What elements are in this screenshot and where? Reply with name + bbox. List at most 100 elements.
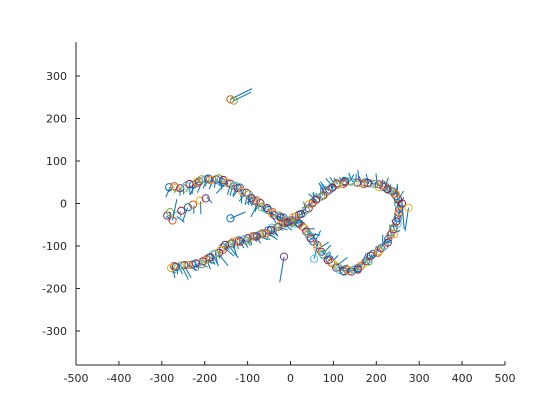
outlier-point [279,252,289,261]
data-point [218,178,227,187]
vector-line [277,226,288,231]
outlier-vector-line [313,241,319,259]
data-point [374,246,383,256]
data-point [247,194,256,203]
outlier-point [404,203,413,212]
x-tick-label: 400 [452,372,473,385]
data-point [393,219,402,228]
data-point [183,203,193,212]
outlier-vector-line [279,256,285,283]
data-point [318,249,327,259]
data-point [364,257,373,266]
data-point [214,248,224,257]
data-point [383,238,392,247]
vector-line [199,201,202,215]
vector-line [206,196,213,204]
data-point [197,260,206,269]
data-point [313,194,323,203]
outlier-point [226,95,235,104]
outlier-point [226,214,235,223]
data-point [177,206,186,215]
outlier-vector-line [233,91,252,102]
vector-line [215,181,227,194]
data-point [195,196,204,205]
vector-line [194,180,201,185]
y-tick-label: 100 [46,155,67,168]
vector-line [367,254,373,262]
y-tick-label: 0 [60,198,67,211]
data-point [192,177,202,186]
vector-line [165,215,172,220]
data-point [281,219,290,228]
x-tick-label: -100 [235,372,260,385]
vector-line [210,256,216,265]
data-point [304,200,314,209]
vector-line [183,265,192,278]
data-point [185,179,194,189]
x-tick-label: 300 [409,372,430,385]
outlier-point [229,96,238,105]
outlier-vector-line [401,203,405,230]
vector-line [389,224,392,236]
x-tick-label: -400 [106,372,131,385]
x-tick-label: -200 [192,372,217,385]
data-point [165,207,175,217]
data-point [257,203,266,212]
data-point [366,251,375,260]
x-tick-label: -300 [149,372,174,385]
data-point [319,251,328,260]
data-point [231,181,240,190]
outlier-point [397,199,407,208]
outlier-point [309,254,319,263]
x-tick-label: 200 [366,372,387,385]
data-series [163,88,413,283]
data-point [220,240,230,250]
y-tick-label: -300 [42,325,67,338]
data-point [308,199,317,208]
data-point [288,216,297,225]
x-tick-label: 500 [495,372,516,385]
data-point [182,260,192,270]
axes [75,42,506,366]
outlier-point [168,216,177,225]
vector-line [313,230,322,244]
data-point [204,174,213,183]
data-point [374,180,383,189]
data-point [188,200,198,209]
data-point [248,232,257,241]
vector-line [250,199,255,207]
tick-labels: -500 -400 -300 -200 -100 0 100 200 300 400 500 -300… [42,70,515,385]
data-point [256,198,265,208]
data-point [313,240,322,249]
x-tick-label: 100 [323,372,344,385]
data-point [188,260,197,269]
data-point [218,245,228,254]
data-point [274,212,283,221]
vector-line [262,206,264,211]
data-point [304,204,313,213]
data-point [236,237,245,246]
data-point [327,258,336,267]
vector-line [391,224,396,231]
data-point [255,198,264,207]
y-tick-label: 300 [46,70,67,83]
y-tick-label: 200 [46,113,67,126]
data-point [165,183,174,192]
vector-line [215,179,219,185]
vector-line [165,186,171,198]
data-point [218,243,227,252]
data-point [304,229,313,239]
vector-line [213,179,216,188]
vector-line [201,261,203,264]
data-point [380,241,390,250]
data-point [356,178,365,188]
y-tick-label: -200 [42,283,67,296]
data-point [325,185,334,194]
vector-line [357,170,360,183]
data-point [166,263,176,273]
data-point [224,241,233,250]
data-point [346,176,355,185]
outlier-vector-line [230,211,246,219]
data-point [171,183,180,192]
